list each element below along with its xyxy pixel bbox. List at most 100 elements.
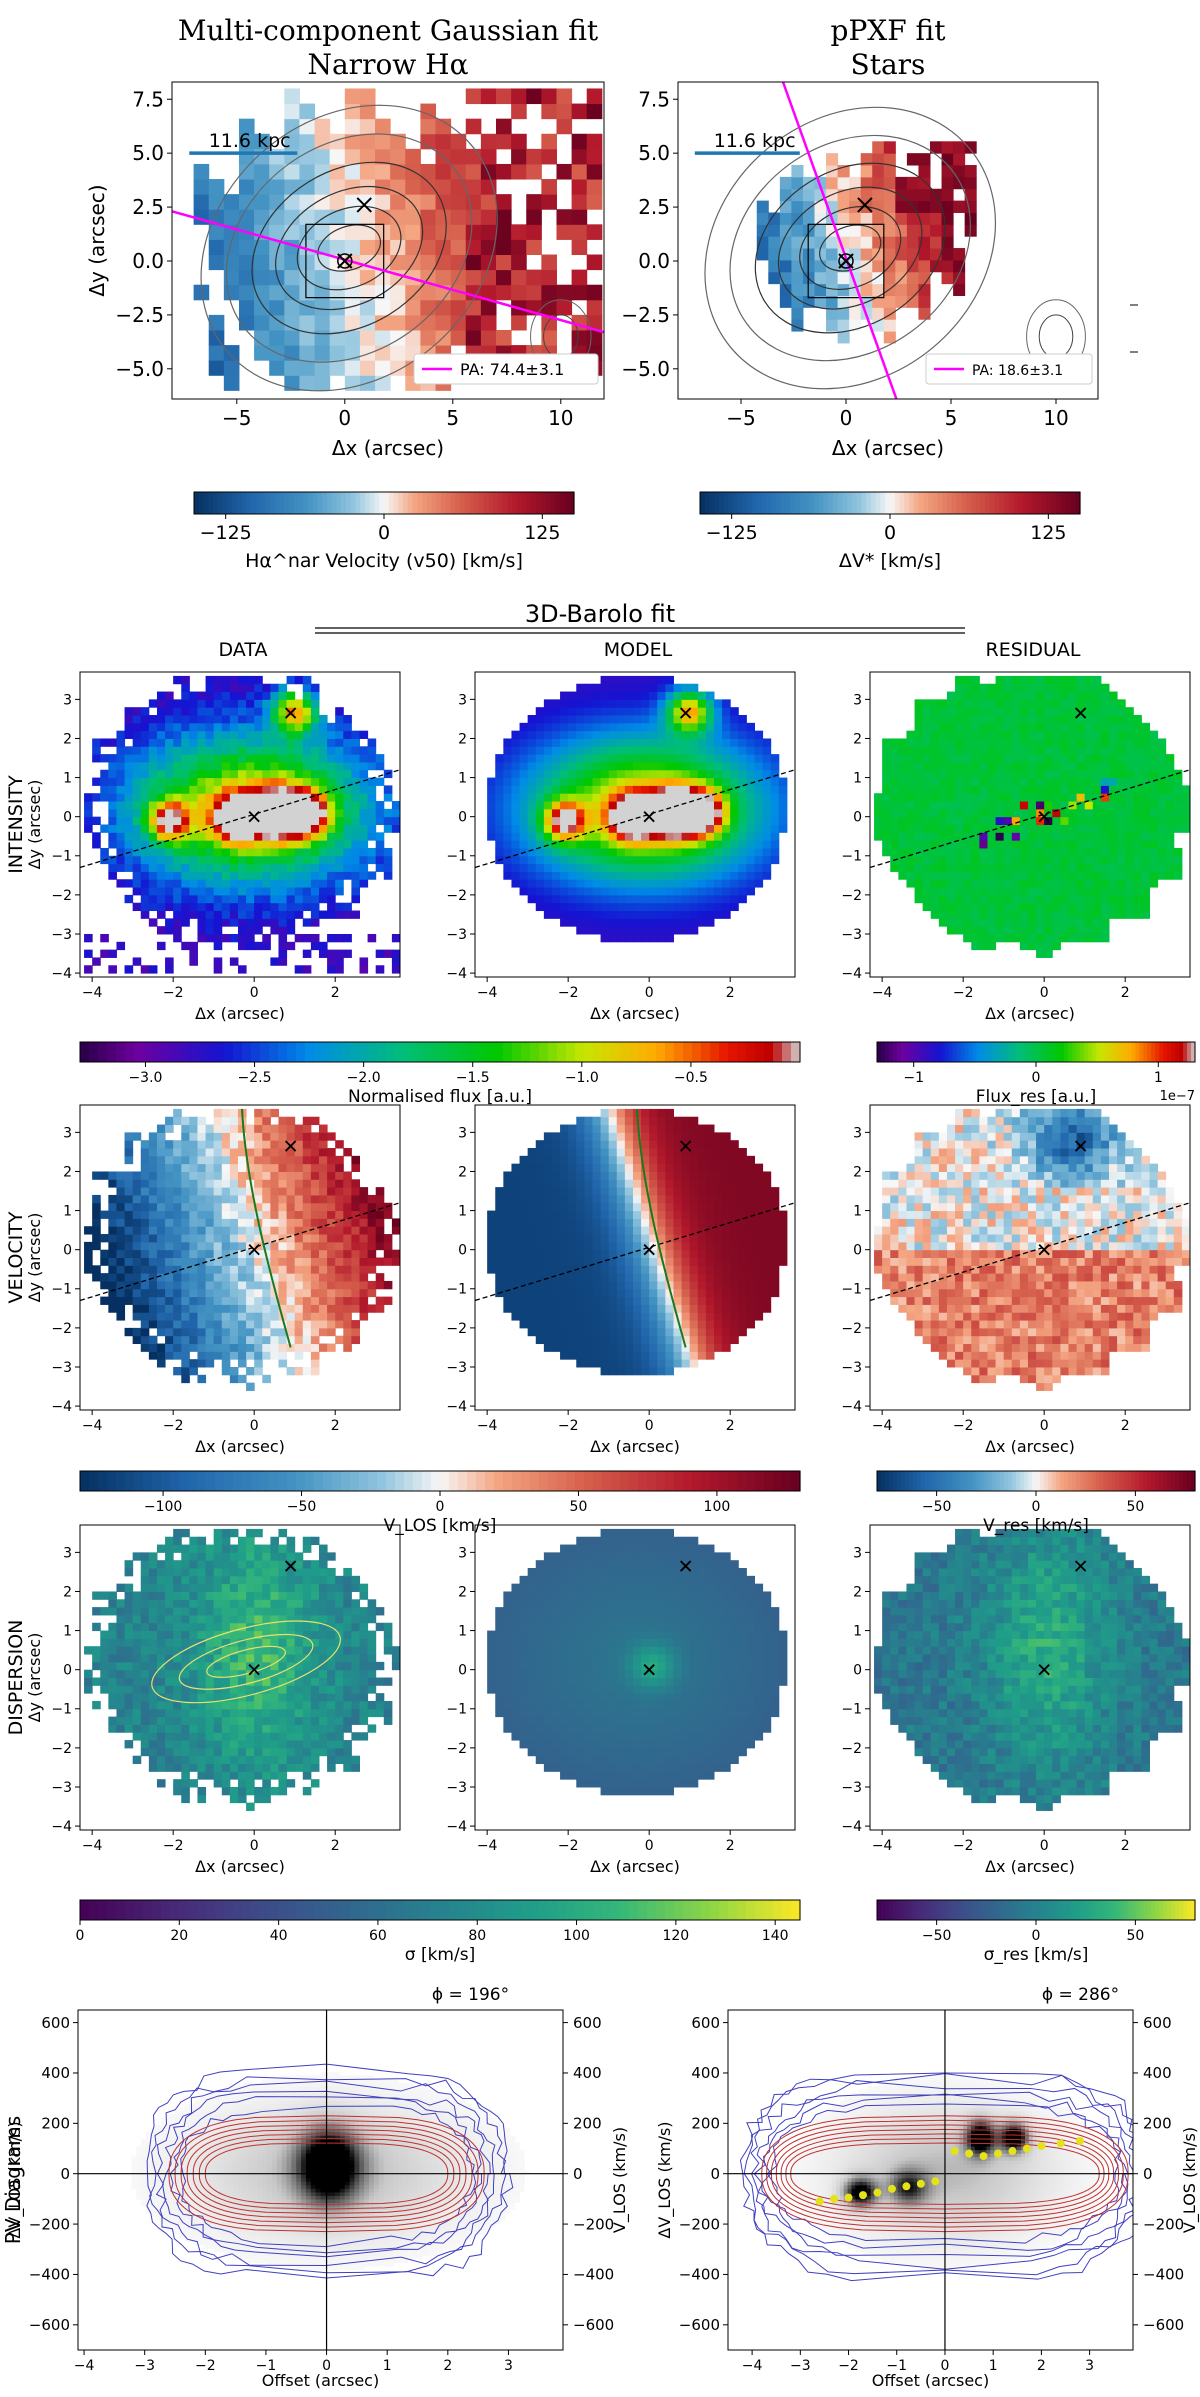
map-pixel xyxy=(730,902,739,912)
map-pixel xyxy=(1108,777,1118,786)
map-pixel xyxy=(762,754,772,763)
map-pixel xyxy=(148,847,158,857)
map-pixel xyxy=(1019,941,1029,951)
map-pixel xyxy=(391,808,401,818)
colorbar-halpha-segment xyxy=(284,492,290,514)
map-pixel xyxy=(1084,715,1094,724)
map-pixel xyxy=(108,1249,117,1258)
map-pixel xyxy=(495,840,504,849)
map-pixel xyxy=(1027,699,1037,708)
map-pixel xyxy=(495,824,504,833)
velocity-pixel xyxy=(860,248,873,261)
colorbar-halpha-segment xyxy=(426,492,433,514)
map-pixel xyxy=(318,738,328,747)
map-pixel xyxy=(657,793,666,802)
map-pixel xyxy=(246,1140,255,1149)
map-pixel xyxy=(584,918,593,927)
map-pixel xyxy=(181,894,190,904)
map-pixel xyxy=(616,808,626,818)
map-pixel xyxy=(254,1124,263,1133)
map-pixel xyxy=(632,738,642,747)
map-pixel xyxy=(995,816,1005,825)
map-pixel xyxy=(100,933,109,943)
map-pixel xyxy=(1092,793,1102,802)
colorbar-ppxf-segment xyxy=(994,492,1000,514)
map-pixel xyxy=(963,879,972,888)
map-pixel xyxy=(535,832,545,841)
map-pixel xyxy=(132,902,142,912)
velocity-pixel xyxy=(359,299,376,316)
colorbar-ppxf-segment xyxy=(728,492,734,514)
map-pixel xyxy=(367,738,377,747)
map-pixel xyxy=(1076,816,1086,825)
map-pixel xyxy=(576,754,585,763)
map-pixel xyxy=(543,801,553,810)
velocity-pixel xyxy=(837,319,850,332)
map-pixel xyxy=(576,738,585,747)
map-pixel xyxy=(632,683,642,693)
map-pixel xyxy=(197,1312,207,1321)
map-pixel xyxy=(946,715,956,724)
map-pixel xyxy=(762,746,772,755)
map-pixel xyxy=(1100,777,1110,786)
map-pixel xyxy=(262,816,271,825)
map-pixel xyxy=(551,887,561,896)
map-pixel xyxy=(641,918,650,927)
map-pixel xyxy=(318,1343,328,1352)
colorbar-halpha-segment xyxy=(540,492,547,514)
map-pixel xyxy=(246,1234,255,1243)
map-pixel xyxy=(890,738,899,747)
map-pixel xyxy=(1052,840,1061,849)
map-pixel xyxy=(778,824,788,833)
velocity-pixel xyxy=(768,212,781,225)
map-pixel xyxy=(140,1179,150,1188)
map-pixel xyxy=(1068,738,1078,747)
map-pixel xyxy=(519,879,529,888)
velocity-pixel xyxy=(435,314,452,331)
map-pixel xyxy=(1036,871,1045,880)
map-pixel xyxy=(140,1171,150,1180)
map-pixel xyxy=(262,1343,271,1352)
colorbar-ppxf-segment xyxy=(776,492,782,514)
map-pixel xyxy=(971,887,980,896)
map-pixel xyxy=(955,887,964,896)
map-pixel xyxy=(262,1296,271,1305)
velocity-pixel xyxy=(826,307,839,320)
map-pixel xyxy=(343,1335,352,1345)
map-pixel xyxy=(1157,863,1167,872)
map-pixel xyxy=(987,871,997,880)
map-pixel xyxy=(197,887,207,896)
colorbar-halpha-segment xyxy=(360,492,366,514)
map-pixel xyxy=(1019,863,1029,872)
map-pixel xyxy=(1181,793,1191,802)
map-pixel xyxy=(746,738,755,747)
map-pixel xyxy=(156,1202,166,1212)
colorbar-halpha-segment xyxy=(460,492,466,514)
y-tick-label: −3 xyxy=(841,927,862,943)
map-pixel xyxy=(84,801,93,810)
map-pixel xyxy=(914,801,924,810)
map-pixel xyxy=(511,847,521,857)
map-pixel xyxy=(181,1335,190,1345)
map-pixel xyxy=(665,926,674,935)
map-pixel xyxy=(890,754,899,763)
colorbar-halpha-segment xyxy=(450,492,456,514)
map-pixel xyxy=(914,785,924,794)
map-pixel xyxy=(1092,808,1102,818)
map-pixel xyxy=(302,1140,312,1149)
map-pixel xyxy=(995,847,1005,857)
map-pixel xyxy=(624,683,634,693)
map-pixel xyxy=(1044,824,1053,833)
map-pixel xyxy=(108,1241,117,1251)
colorbar-halpha-segment xyxy=(303,492,309,514)
map-pixel xyxy=(156,1296,166,1305)
map-pixel xyxy=(979,730,988,739)
velocity-pixel xyxy=(541,148,557,165)
map-pixel xyxy=(632,824,642,833)
velocity-pixel xyxy=(238,239,255,256)
colorbar-ppxf-segment xyxy=(1042,492,1048,514)
map-pixel xyxy=(302,855,312,865)
map-pixel xyxy=(262,1163,271,1172)
map-pixel xyxy=(535,808,545,818)
velocity-pixel xyxy=(849,176,862,190)
